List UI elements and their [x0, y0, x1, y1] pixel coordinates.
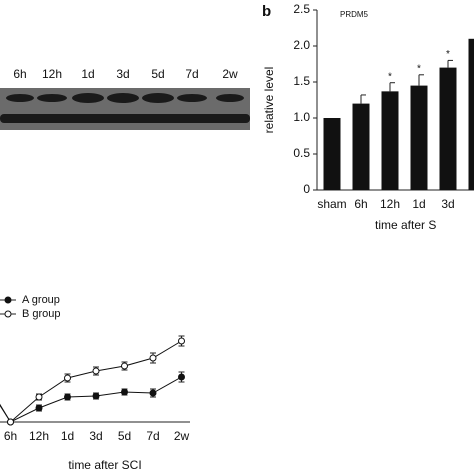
legend-label: B group [22, 308, 61, 320]
legend-marker [4, 296, 12, 304]
point [92, 392, 100, 400]
bar [323, 118, 341, 190]
point [121, 362, 128, 370]
lane-label: 5d [151, 67, 164, 81]
point [149, 354, 157, 362]
point [178, 373, 185, 381]
legend-label: A group [22, 294, 60, 306]
lane-label: 12h [42, 67, 62, 81]
series-line [0, 340, 182, 423]
bar [352, 103, 370, 190]
y-axis-label: relative level [262, 67, 276, 134]
bar [468, 38, 474, 190]
y-tick-label: 2.0 [293, 38, 310, 52]
y-tick-label: 0 [303, 182, 310, 196]
lane-label: 3d [116, 67, 129, 81]
x-tick-label: 6h [354, 197, 367, 211]
x-axis-label: time after SCI [68, 458, 141, 472]
y-tick-label: 0.5 [293, 146, 310, 160]
blot-bands [0, 93, 250, 123]
chart-title: PRDM5 [340, 10, 369, 19]
legend-marker [4, 310, 12, 318]
lane-label: 1d [81, 67, 94, 81]
y-tick-label: 1.5 [293, 74, 310, 88]
significance-mark: * [417, 63, 421, 74]
lane-label: 6h [13, 67, 26, 81]
lane-label: 7d [185, 67, 198, 81]
x-tick-label: 12h [380, 197, 400, 211]
point [121, 388, 128, 396]
x-tick-label: 6h [4, 429, 17, 443]
x-axis-label: time after S [375, 218, 436, 232]
bar [410, 85, 428, 190]
x-tick-label: 7d [146, 429, 159, 443]
y-tick-label: 1.0 [293, 110, 310, 124]
point [7, 418, 14, 426]
point [92, 367, 100, 375]
x-tick-label: 2w [174, 429, 190, 443]
x-tick-label: 12h [29, 429, 49, 443]
x-tick-label: sham [317, 197, 346, 211]
lane-label: 2w [222, 67, 238, 81]
point [35, 404, 43, 412]
point [64, 393, 71, 401]
significance-mark: * [388, 71, 392, 82]
x-tick-label: 3d [441, 197, 454, 211]
bar [439, 67, 457, 190]
point [35, 393, 43, 401]
x-tick-label: 1d [412, 197, 425, 211]
bar [381, 91, 399, 190]
panel-label: b [262, 3, 271, 20]
x-tick-label: 1d [61, 429, 74, 443]
series-line [0, 376, 182, 423]
significance-mark: * [446, 49, 450, 60]
y-tick-label: 2.5 [293, 2, 310, 16]
x-tick-label: 5d [118, 429, 131, 443]
x-tick-label: 3d [89, 429, 102, 443]
point [149, 389, 157, 397]
point [178, 337, 185, 345]
point [64, 374, 71, 382]
